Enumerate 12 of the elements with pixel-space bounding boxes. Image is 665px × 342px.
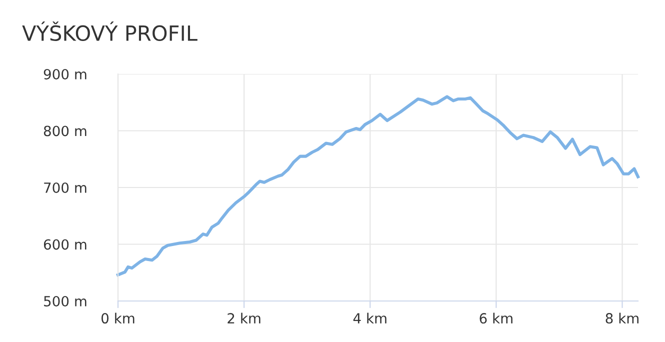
- y-tick-label: 700 m: [44, 182, 86, 193]
- line-series: [116, 95, 640, 276]
- x-tick-label: 0 km: [102, 312, 134, 324]
- x-tick-label: 6 km: [480, 312, 512, 324]
- y-tick-label: 900 m: [44, 68, 86, 80]
- y-tick-label: 600 m: [44, 239, 86, 250]
- chart-title: VÝŠKOVÝ PROFIL: [22, 21, 198, 42]
- x-tick-label: 2 km: [228, 312, 260, 324]
- y-tick-label: 800 m: [44, 126, 86, 136]
- y-tick-label: 500 m: [44, 296, 86, 306]
- x-tick-label: 8 km: [606, 312, 638, 324]
- x-tick-label: 4 km: [353, 312, 386, 324]
